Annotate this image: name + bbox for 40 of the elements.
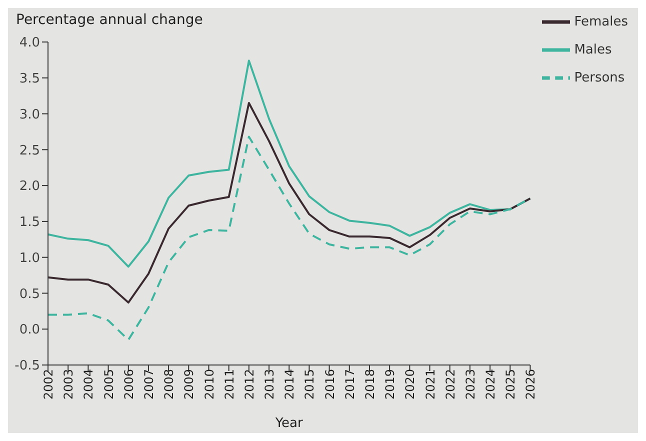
y-tick-label: 3.0 <box>19 107 40 122</box>
x-tick-label: 2024 <box>484 369 498 400</box>
x-tick-label: 2011 <box>222 369 236 400</box>
x-tick-label: 2020 <box>403 369 418 400</box>
y-tick-label: 2.0 <box>19 179 40 194</box>
y-tick-label: -0.5 <box>14 358 40 374</box>
y-tick-label: 2.5 <box>19 143 40 158</box>
y-tick-label: 4.0 <box>19 36 40 51</box>
x-tick-label: 2021 <box>423 369 438 400</box>
y-tick-label: 1.0 <box>19 250 40 266</box>
x-tick-label: 2018 <box>363 369 377 400</box>
y-axis-title: Percentage annual change <box>16 12 203 28</box>
x-tick-label: 2023 <box>463 369 478 400</box>
x-tick-label: 2005 <box>102 369 116 400</box>
y-tick-label: 0.0 <box>19 322 40 338</box>
y-tick-label: 1.5 <box>19 215 40 230</box>
x-tick-label: 2014 <box>282 369 297 400</box>
x-tick-label: 2012 <box>242 369 256 400</box>
legend-label: Females <box>574 14 628 30</box>
x-tick-label: 2016 <box>322 369 337 400</box>
x-tick-label: 2013 <box>262 369 277 400</box>
x-tick-label: 2010 <box>202 369 216 400</box>
x-tick-label: 2003 <box>62 369 76 400</box>
x-tick-label: 2015 <box>302 369 317 400</box>
x-tick-label: 2019 <box>383 369 398 400</box>
x-tick-label: 2025 <box>504 369 518 400</box>
x-tick-label: 2007 <box>142 369 156 400</box>
y-tick-label: 0.5 <box>19 286 40 302</box>
x-tick-label: 2009 <box>182 369 196 400</box>
x-tick-label: 2017 <box>342 369 357 400</box>
legend-label: Persons <box>574 70 625 86</box>
x-axis-title: Year <box>274 416 304 431</box>
x-tick-label: 2004 <box>82 369 96 400</box>
legend-label: Males <box>574 42 612 58</box>
y-tick-label: 3.5 <box>19 72 40 87</box>
x-tick-label: 2022 <box>443 369 458 400</box>
x-tick-label: 2008 <box>162 369 176 400</box>
x-tick-label: 2002 <box>42 369 56 400</box>
x-tick-label: 2006 <box>122 369 136 400</box>
x-tick-label: 2026 <box>524 369 538 400</box>
